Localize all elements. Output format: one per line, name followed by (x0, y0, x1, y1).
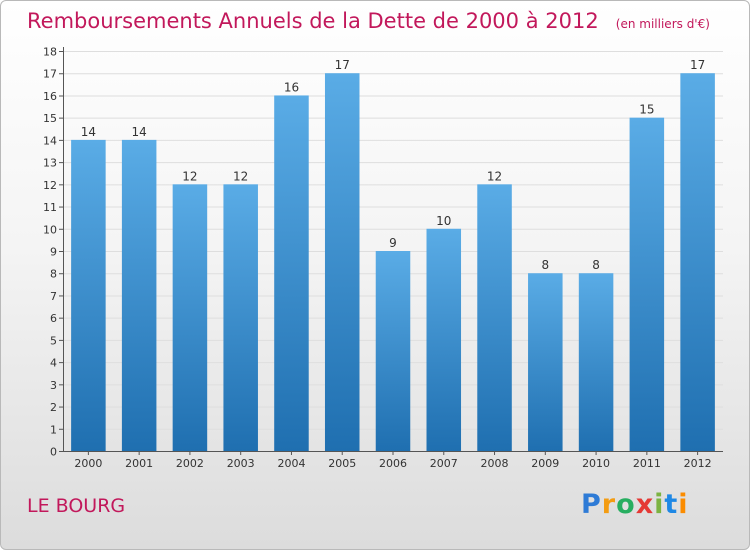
title-row: Remboursements Annuels de la Dette de 20… (27, 9, 710, 33)
bar-2009 (528, 273, 563, 451)
y-tick-label: 6 (50, 312, 57, 325)
data-label: 9 (389, 236, 397, 250)
bar-2000 (71, 139, 106, 451)
y-tick-label: 14 (43, 134, 57, 147)
y-tick-label: 18 (43, 46, 57, 59)
data-label: 17 (335, 58, 350, 72)
y-tick-label: 1 (50, 423, 57, 436)
data-label: 16 (284, 80, 299, 94)
x-tick-label: 2006 (379, 457, 407, 470)
y-tick-label: 10 (43, 223, 57, 236)
data-labels: 14 14 12 12 16 17 9 10 12 8 8 15 17 (81, 58, 706, 272)
y-tick-label: 0 (50, 446, 57, 459)
logo-letter: i (678, 489, 689, 520)
x-tick-label: 2002 (176, 457, 204, 470)
y-tick-label: 9 (50, 246, 57, 259)
data-label: 12 (182, 169, 197, 183)
bar-2005 (324, 73, 360, 451)
bar-2001 (121, 139, 157, 451)
y-tick-label: 11 (43, 201, 57, 214)
data-label: 8 (541, 258, 549, 272)
x-tick-label: 2008 (481, 457, 509, 470)
x-tick-label: 2010 (582, 457, 610, 470)
axes (59, 47, 723, 455)
logo-letter: x (635, 489, 655, 520)
bar-2002 (172, 184, 208, 452)
x-tick-label: 2009 (531, 457, 559, 470)
x-tick-label: 2005 (328, 457, 356, 470)
data-label: 8 (592, 258, 600, 272)
logo-letter: t (664, 489, 679, 520)
y-tick-label: 7 (50, 290, 57, 303)
y-tick-label: 4 (50, 357, 57, 370)
bar-2007 (426, 228, 462, 451)
logo-letter: o (616, 489, 636, 520)
x-tick-label: 2003 (227, 457, 255, 470)
x-tick-label: 2012 (684, 457, 712, 470)
data-label: 12 (233, 169, 248, 183)
y-tick-label: 17 (43, 68, 57, 81)
x-tick-labels: 2000 2001 2002 2003 2004 2005 2006 2007 2008 2009… (74, 457, 711, 470)
y-tick-label: 12 (43, 179, 57, 192)
proxiti-logo[interactable]: Proxiti (581, 489, 689, 520)
y-tick-label: 16 (43, 90, 57, 103)
data-label: 12 (487, 169, 502, 183)
y-tick-label: 2 (50, 401, 57, 414)
bar-2012 (680, 73, 715, 451)
x-tick-label: 2007 (430, 457, 458, 470)
x-tick-label: 2004 (277, 457, 305, 470)
data-label: 14 (81, 125, 96, 139)
bar-2004 (274, 95, 309, 451)
x-tick-label: 2000 (74, 457, 102, 470)
bar-2006 (375, 251, 411, 451)
bars (71, 73, 715, 452)
chart-title: Remboursements Annuels de la Dette de 20… (27, 9, 599, 33)
x-tick-label: 2011 (633, 457, 661, 470)
x-tick-label: 2001 (125, 457, 153, 470)
data-label: 15 (639, 103, 654, 117)
y-tick-label: 13 (43, 157, 57, 170)
y-tick-label: 5 (50, 334, 57, 347)
data-label: 10 (436, 214, 451, 228)
y-tick-label: 15 (43, 112, 57, 125)
chart-unit: (en milliers d'€) (615, 17, 710, 31)
bar-2003 (223, 184, 258, 452)
bar-2008 (477, 184, 512, 452)
logo-letter: P (581, 489, 602, 520)
data-label: 17 (690, 58, 705, 72)
y-tick-label: 8 (50, 268, 57, 281)
place-name: LE BOURG (27, 495, 126, 517)
y-tick-label: 3 (50, 379, 57, 392)
logo-letter: i (654, 489, 665, 520)
data-label: 14 (132, 125, 147, 139)
bar-2010 (578, 273, 614, 451)
bar-2011 (629, 117, 665, 452)
logo-letter: r (601, 489, 617, 520)
